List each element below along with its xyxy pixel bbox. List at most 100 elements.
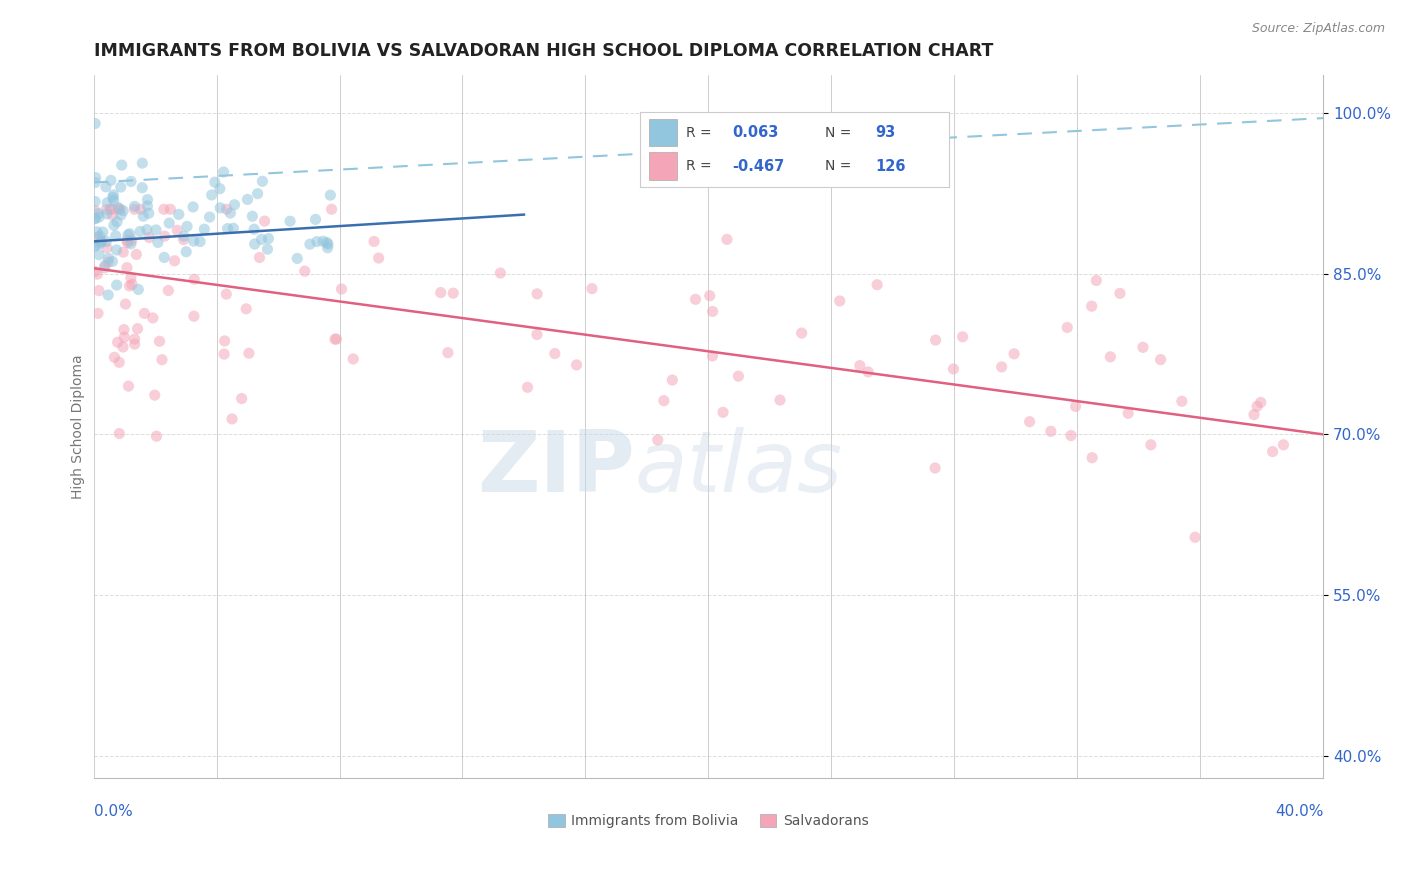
Point — [952, 330, 974, 344]
Point — [1080, 299, 1102, 313]
Point — [121, 233, 143, 247]
Point — [183, 234, 205, 248]
Point — [321, 202, 343, 217]
Point — [115, 260, 138, 275]
Point — [112, 323, 135, 337]
Point — [214, 334, 236, 348]
Point — [84, 211, 107, 226]
Point — [159, 202, 181, 217]
Point — [198, 210, 221, 224]
Point — [120, 236, 142, 251]
Point — [104, 228, 127, 243]
Point — [84, 203, 107, 218]
Text: IMMIGRANTS FROM BOLIVIA VS SALVADORAN HIGH SCHOOL DIPLOMA CORRELATION CHART: IMMIGRANTS FROM BOLIVIA VS SALVADORAN HI… — [94, 42, 993, 60]
Point — [526, 286, 548, 301]
Point — [252, 174, 274, 188]
Point — [441, 286, 464, 301]
Point — [117, 227, 139, 242]
Point — [97, 288, 120, 302]
Point — [87, 206, 110, 220]
Point — [1132, 340, 1154, 354]
Text: N =: N = — [825, 126, 852, 140]
Point — [148, 334, 170, 349]
Point — [1002, 347, 1025, 361]
Point — [173, 229, 195, 244]
Text: 0.0%: 0.0% — [94, 805, 132, 820]
Point — [208, 182, 231, 196]
Point — [790, 326, 813, 340]
Point — [1250, 395, 1272, 409]
Y-axis label: High School Diploma: High School Diploma — [72, 354, 86, 499]
Point — [304, 212, 326, 227]
Point — [526, 327, 548, 342]
Text: R =: R = — [686, 159, 711, 173]
Point — [101, 254, 124, 268]
Point — [115, 233, 138, 247]
Point — [942, 362, 965, 376]
Point — [181, 200, 204, 214]
Point — [136, 222, 159, 236]
Point — [221, 412, 243, 426]
Point — [97, 252, 120, 266]
Point — [108, 202, 131, 217]
Point — [224, 197, 246, 211]
Point — [84, 176, 107, 190]
Point — [145, 223, 167, 237]
Point — [107, 335, 129, 350]
Point — [127, 282, 149, 296]
Point — [1171, 394, 1194, 409]
Point — [96, 195, 118, 210]
Point — [193, 222, 215, 236]
Point — [1109, 286, 1132, 301]
Point — [124, 202, 146, 217]
Point — [1085, 273, 1108, 287]
Point — [176, 219, 198, 234]
Legend: Immigrants from Bolivia, Salvadorans: Immigrants from Bolivia, Salvadorans — [543, 809, 875, 834]
Point — [727, 369, 749, 384]
Point — [298, 237, 321, 252]
Point — [118, 227, 141, 241]
Point — [89, 229, 111, 244]
Text: -0.467: -0.467 — [733, 159, 785, 174]
Point — [316, 237, 339, 252]
Point — [924, 333, 946, 347]
Point — [201, 188, 224, 202]
Point — [124, 337, 146, 351]
Point — [256, 242, 278, 256]
Point — [114, 297, 136, 311]
Point — [236, 193, 259, 207]
Point — [138, 230, 160, 244]
Point — [84, 116, 107, 130]
Text: Source: ZipAtlas.com: Source: ZipAtlas.com — [1251, 22, 1385, 36]
Point — [1081, 450, 1104, 465]
Point — [1184, 530, 1206, 544]
Point — [105, 243, 128, 257]
Point — [183, 309, 205, 323]
Point — [131, 156, 153, 170]
Point — [253, 214, 276, 228]
Point — [1116, 406, 1139, 420]
Point — [157, 284, 180, 298]
Text: 126: 126 — [875, 159, 905, 174]
Point — [769, 392, 792, 407]
Point — [103, 351, 125, 365]
Point — [242, 209, 264, 223]
Point — [565, 358, 588, 372]
Point — [120, 174, 142, 188]
Point — [110, 208, 132, 222]
Point — [429, 285, 451, 300]
Point — [238, 346, 260, 360]
Point — [316, 241, 339, 255]
Point — [325, 332, 347, 346]
Point — [235, 301, 257, 316]
Point — [516, 380, 538, 394]
Point — [1261, 444, 1284, 458]
Point — [84, 238, 107, 252]
Point — [188, 235, 211, 249]
Point — [1272, 438, 1295, 452]
Point — [100, 202, 122, 217]
Point — [110, 180, 132, 194]
Text: atlas: atlas — [634, 427, 842, 510]
Point — [319, 188, 342, 202]
Point — [489, 266, 512, 280]
